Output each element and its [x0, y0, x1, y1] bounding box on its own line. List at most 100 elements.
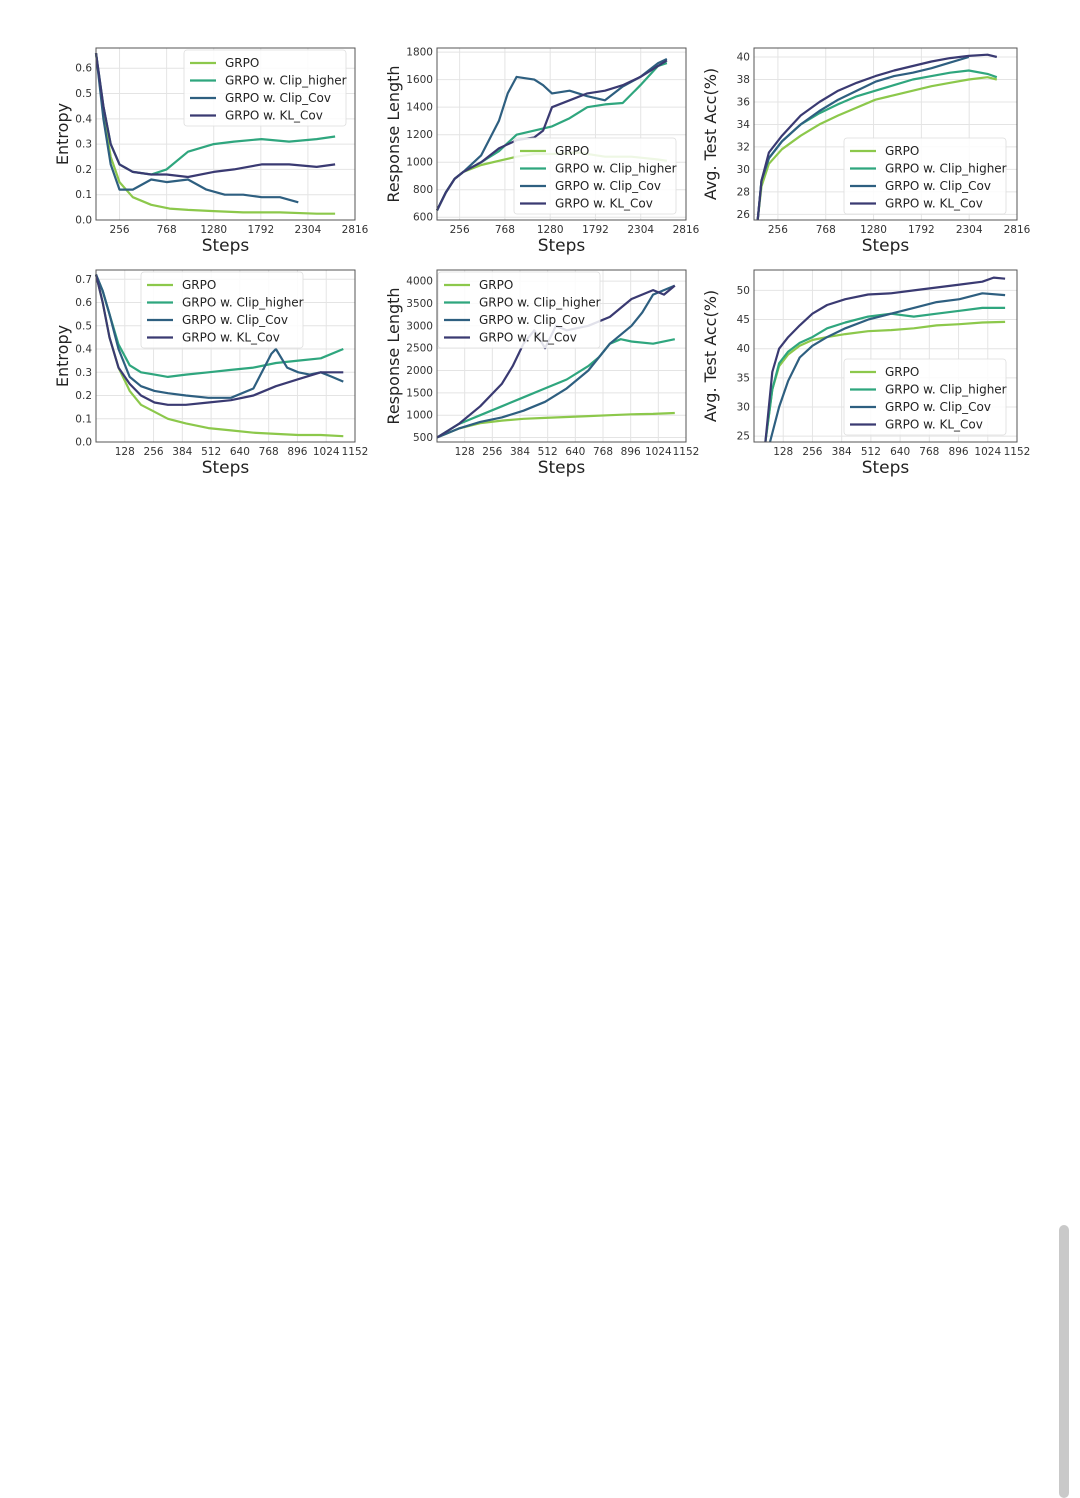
y-tick-label: 0.3 — [75, 139, 92, 151]
plot-frame — [95, 47, 356, 221]
x-tick-label: 1792 — [908, 224, 935, 236]
y-tick-label: 1600 — [406, 74, 433, 86]
x-tick-label: 1280 — [860, 224, 887, 236]
legend-entry: GRPO w. Clip_higher — [885, 383, 1007, 397]
plot-frame — [436, 47, 687, 221]
x-tick-label: 2304 — [956, 224, 983, 236]
legend-entry: GRPO w. Clip_Cov — [885, 400, 991, 414]
legend-entry: GRPO w. KL_Cov — [885, 418, 983, 432]
legend-entry: GRPO — [182, 278, 216, 292]
series-line-3 — [436, 284, 676, 439]
legend-box — [140, 271, 304, 349]
legend: GRPO GRPO w. Clip_higher GRPO w. Clip_Cov G… — [437, 271, 601, 349]
x-tick-label: 1152 — [1004, 446, 1031, 458]
x-tick-label: 768 — [495, 224, 515, 236]
y-tick-label: 0.3 — [75, 367, 92, 379]
series-line-4 — [94, 274, 344, 406]
legend-entry: GRPO w. Clip_Cov — [885, 179, 991, 193]
y-tick-label: 0.4 — [75, 344, 92, 356]
x-tick-label: 1280 — [200, 224, 227, 236]
x-tick-label: 768 — [157, 224, 177, 236]
plot-frame — [753, 47, 1018, 221]
y-tick-label: 2500 — [406, 343, 433, 355]
y-tick-label: 28 — [737, 186, 750, 198]
y-tick-label: 1500 — [406, 387, 433, 399]
y-tick-label: 36 — [737, 96, 751, 108]
y-tick-label: 40 — [737, 343, 750, 355]
legend-box — [513, 137, 677, 215]
x-tick-label: 256 — [144, 446, 164, 458]
scrollbar[interactable] — [1059, 1225, 1069, 1498]
legend-entry: GRPO w. Clip_higher — [555, 162, 677, 176]
x-tick-label: 384 — [510, 446, 530, 458]
x-tick-label: 512 — [538, 446, 558, 458]
x-tick-label: 2816 — [342, 224, 369, 236]
x-tick-label: 1024 — [645, 446, 672, 458]
y-axis-label: Response Length — [384, 65, 403, 202]
x-axis-label: Steps — [538, 458, 586, 478]
legend-entry: GRPO — [225, 56, 259, 70]
series-line-4 — [764, 276, 1006, 443]
x-tick-label: 768 — [919, 446, 939, 458]
chart-panel-5: 128 256 384 512 640 768 896 1024 1152 500 1000 1500… — [384, 269, 699, 478]
y-tick-label: 2000 — [406, 365, 433, 377]
legend-entry: GRPO — [555, 144, 589, 158]
legend-entry: GRPO w. KL_Cov — [885, 197, 983, 211]
legend: GRPO GRPO w. Clip_higher GRPO w. Clip_Cov G… — [843, 358, 1007, 436]
chart-panel-1: 256 768 1280 1792 2304 2816 0.0 0.1 0.2 0.3 0.4 0.5… — [53, 47, 369, 256]
x-tick-label: 128 — [115, 446, 135, 458]
legend-box — [843, 137, 1007, 215]
legend: GRPO GRPO w. Clip_higher GRPO w. Clip_Cov G… — [183, 49, 347, 127]
legend-entry: GRPO w. KL_Cov — [555, 197, 653, 211]
legend-box — [843, 358, 1007, 436]
x-tick-label: 2816 — [673, 224, 700, 236]
series-line-3 — [768, 292, 1006, 443]
series-line-4 — [756, 53, 998, 221]
y-tick-label: 45 — [737, 314, 750, 326]
series-line-3 — [94, 52, 299, 204]
y-tick-label: 0.5 — [75, 320, 92, 332]
y-tick-label: 30 — [737, 402, 750, 414]
x-axis-label: Steps — [538, 236, 586, 256]
legend-entry: GRPO w. Clip_Cov — [479, 313, 585, 327]
x-tick-label: 256 — [482, 446, 502, 458]
legend-entry: GRPO w. KL_Cov — [479, 331, 577, 345]
x-axis-label: Steps — [862, 458, 910, 478]
legend-entry: GRPO w. Clip_higher — [182, 296, 304, 310]
legend-entry: GRPO w. Clip_higher — [885, 162, 1007, 176]
legend-entry: GRPO w. KL_Cov — [225, 109, 323, 123]
y-tick-label: 0.7 — [75, 274, 92, 286]
y-axis-label: Entropy — [53, 325, 72, 387]
x-tick-label: 384 — [832, 446, 852, 458]
series-line-3 — [94, 274, 344, 399]
chart-panel-4: 128 256 384 512 640 768 896 1024 1152 0.0 0.1 0.2 0.… — [53, 269, 368, 478]
y-tick-label: 32 — [737, 141, 750, 153]
series-line-1 — [756, 76, 998, 221]
x-tick-label: 256 — [802, 446, 822, 458]
x-axis-label: Steps — [202, 458, 250, 478]
legend-entry: GRPO — [885, 365, 919, 379]
y-tick-label: 35 — [737, 372, 750, 384]
x-tick-label: 384 — [172, 446, 192, 458]
y-tick-label: 34 — [737, 119, 751, 131]
y-tick-label: 0.6 — [75, 63, 92, 75]
x-tick-label: 640 — [565, 446, 585, 458]
legend-entry: GRPO — [885, 144, 919, 158]
plot-frame — [436, 269, 687, 443]
y-tick-label: 3500 — [406, 298, 433, 310]
x-tick-label: 2304 — [627, 224, 654, 236]
series-line-4 — [436, 59, 668, 211]
series-line-3 — [756, 55, 970, 221]
y-tick-label: 0.6 — [75, 297, 92, 309]
legend: GRPO GRPO w. Clip_higher GRPO w. Clip_Cov G… — [843, 137, 1007, 215]
x-tick-label: 640 — [890, 446, 910, 458]
y-tick-label: 1800 — [406, 47, 433, 59]
plot-frame — [95, 269, 356, 443]
x-tick-label: 2816 — [1004, 224, 1031, 236]
x-tick-label: 128 — [773, 446, 793, 458]
y-tick-label: 0.2 — [75, 164, 92, 176]
y-tick-label: 0.2 — [75, 390, 92, 402]
plot-frame — [753, 269, 1018, 443]
x-tick-label: 128 — [455, 446, 475, 458]
chart-panel-3: 256 768 1280 1792 2304 2816 26 28 30 32 34 36 38 40 St… — [701, 47, 1031, 256]
